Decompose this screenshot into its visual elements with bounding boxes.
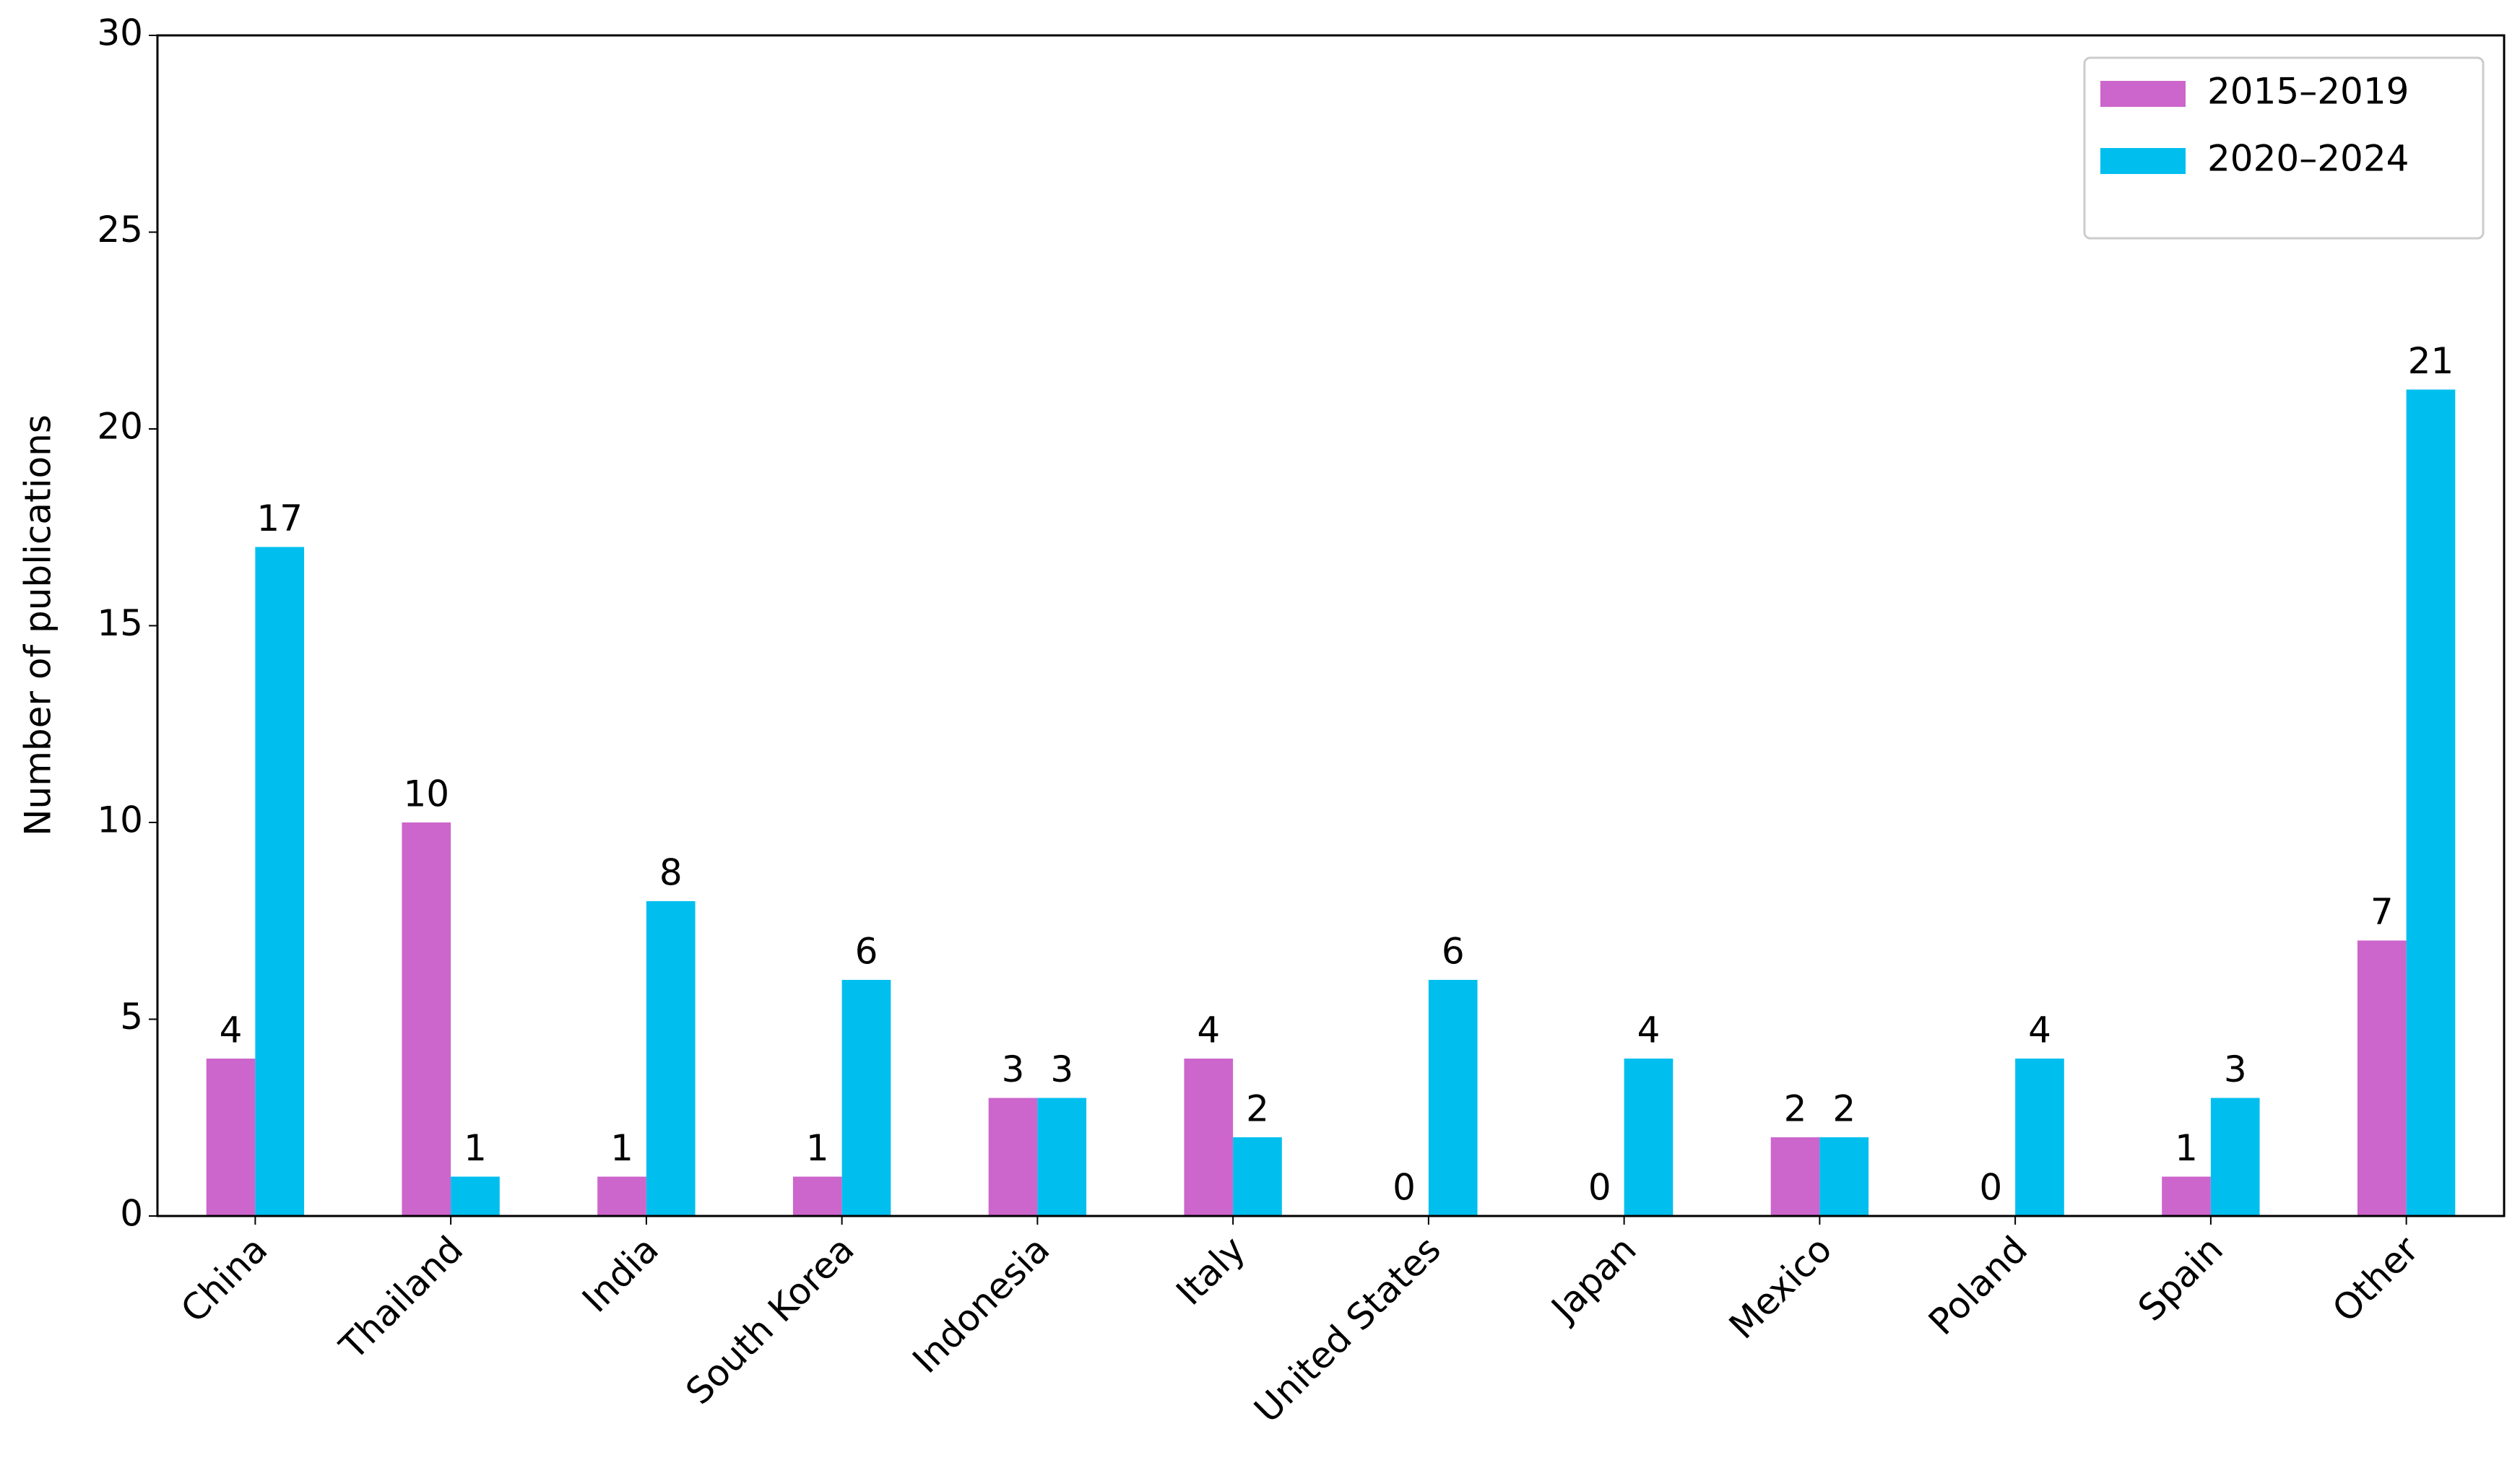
y-tick-label: 20 (97, 406, 143, 448)
data-label: 1 (806, 1127, 829, 1169)
bar (988, 1098, 1038, 1216)
y-tick-label: 10 (97, 799, 143, 841)
bar (1819, 1137, 1869, 1216)
legend-swatch (2100, 81, 2186, 107)
bar (2210, 1098, 2260, 1216)
bar (2162, 1176, 2211, 1216)
x-tick-label: China (173, 1228, 275, 1331)
bar (2015, 1059, 2064, 1216)
bar (646, 901, 696, 1216)
bar (1770, 1137, 1820, 1216)
bar (1428, 980, 1478, 1216)
x-tick-label: Indonesia (904, 1228, 1057, 1381)
bar (1037, 1098, 1087, 1216)
y-tick-label: 30 (97, 12, 143, 54)
y-tick-label: 15 (97, 602, 143, 644)
bar (402, 822, 451, 1216)
data-label: 8 (659, 852, 683, 894)
plot-frame (156, 34, 2506, 1217)
x-tick-label: India (574, 1228, 667, 1321)
data-label: 0 (1393, 1167, 1416, 1209)
bar (1624, 1059, 1673, 1216)
x-tick-label: Italy (1168, 1228, 1253, 1313)
data-label: 3 (1002, 1048, 1025, 1090)
y-tick-label: 25 (97, 209, 143, 251)
data-label: 0 (1979, 1167, 2002, 1209)
x-tick-label: South Korea (677, 1228, 862, 1412)
x-tick-label: Spain (2130, 1228, 2231, 1329)
y-tick-label: 5 (120, 996, 143, 1038)
x-tick-label: Japan (1542, 1228, 1645, 1331)
bar (2406, 389, 2456, 1216)
x-tick-label: Poland (1921, 1228, 2035, 1343)
data-label: 1 (2175, 1127, 2198, 1169)
bar (841, 980, 891, 1216)
bar (1233, 1137, 1282, 1216)
legend-label: 2015–2019 (2207, 71, 2409, 113)
data-label: 6 (1442, 931, 1465, 973)
data-label: 4 (220, 1009, 243, 1051)
x-tick-label: Thailand (332, 1228, 472, 1368)
bar (206, 1059, 256, 1216)
data-label: 1 (610, 1127, 633, 1169)
bar (597, 1176, 646, 1216)
bar (451, 1176, 500, 1216)
bar (255, 547, 305, 1216)
x-tick-label: United States (1246, 1228, 1448, 1430)
data-label: 7 (2370, 891, 2394, 933)
bar (2357, 940, 2407, 1216)
data-label: 6 (855, 931, 878, 973)
y-axis-label: Number of publications (17, 414, 59, 836)
data-label: 2 (1784, 1088, 1807, 1130)
bar (792, 1176, 842, 1216)
data-label: 2 (1246, 1088, 1269, 1130)
data-label: 21 (2408, 340, 2454, 382)
data-label: 2 (1832, 1088, 1856, 1130)
legend-label: 2020–2024 (2207, 138, 2409, 180)
data-label: 17 (256, 498, 303, 539)
y-tick-label: 0 (120, 1193, 143, 1235)
data-label: 4 (1197, 1009, 1220, 1051)
x-tick-label: Other (2324, 1228, 2427, 1331)
data-label: 4 (2028, 1009, 2051, 1051)
x-tick-label: Mexico (1721, 1228, 1840, 1347)
legend-swatch (2100, 148, 2186, 174)
data-label: 3 (1050, 1048, 1073, 1090)
data-label: 4 (1637, 1009, 1660, 1051)
bar (1184, 1059, 1234, 1216)
data-label: 1 (464, 1127, 487, 1169)
data-label: 3 (2224, 1048, 2247, 1090)
data-label: 10 (403, 773, 449, 815)
data-label: 0 (1588, 1167, 1611, 1209)
